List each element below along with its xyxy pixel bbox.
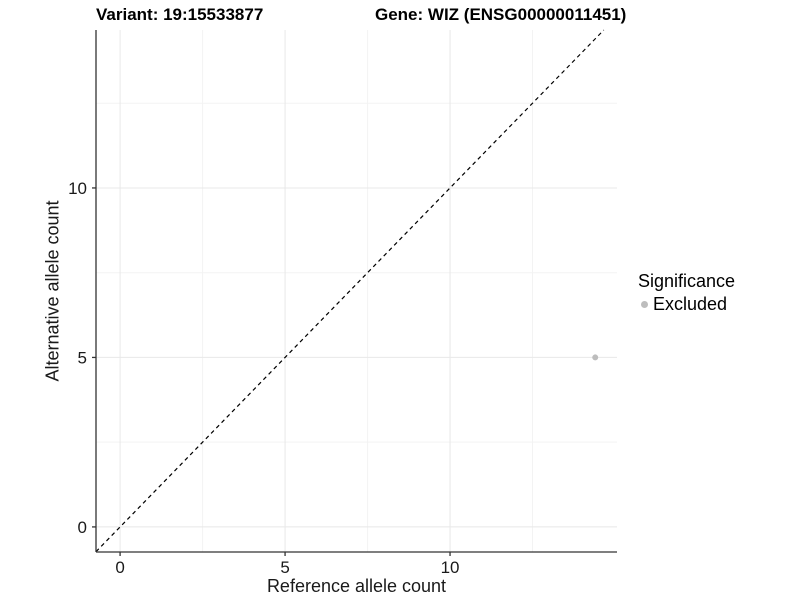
x-axis-title: Reference allele count (266, 576, 447, 596)
legend-item: Excluded (638, 294, 735, 315)
y-tick-label: 5 (78, 348, 87, 367)
legend-items: Excluded (638, 294, 735, 315)
plot-title-gene: Gene: WIZ (ENSG00000011451) (375, 5, 627, 24)
plot-title-variant: Variant: 19:15533877 (96, 5, 264, 24)
identity-reference-line (95, 29, 605, 553)
data-point (592, 354, 599, 361)
x-tick-label: 0 (115, 558, 124, 577)
legend-title: Significance (638, 271, 736, 291)
x-tick-label: 10 (441, 558, 460, 577)
x-tick-label: 5 (280, 558, 289, 577)
legend-item-label: Excluded (653, 294, 728, 314)
circle-icon (641, 301, 648, 308)
legend: Significance Excluded (638, 271, 735, 315)
y-tick-label: 0 (78, 518, 87, 537)
y-tick-label: 10 (68, 179, 87, 198)
